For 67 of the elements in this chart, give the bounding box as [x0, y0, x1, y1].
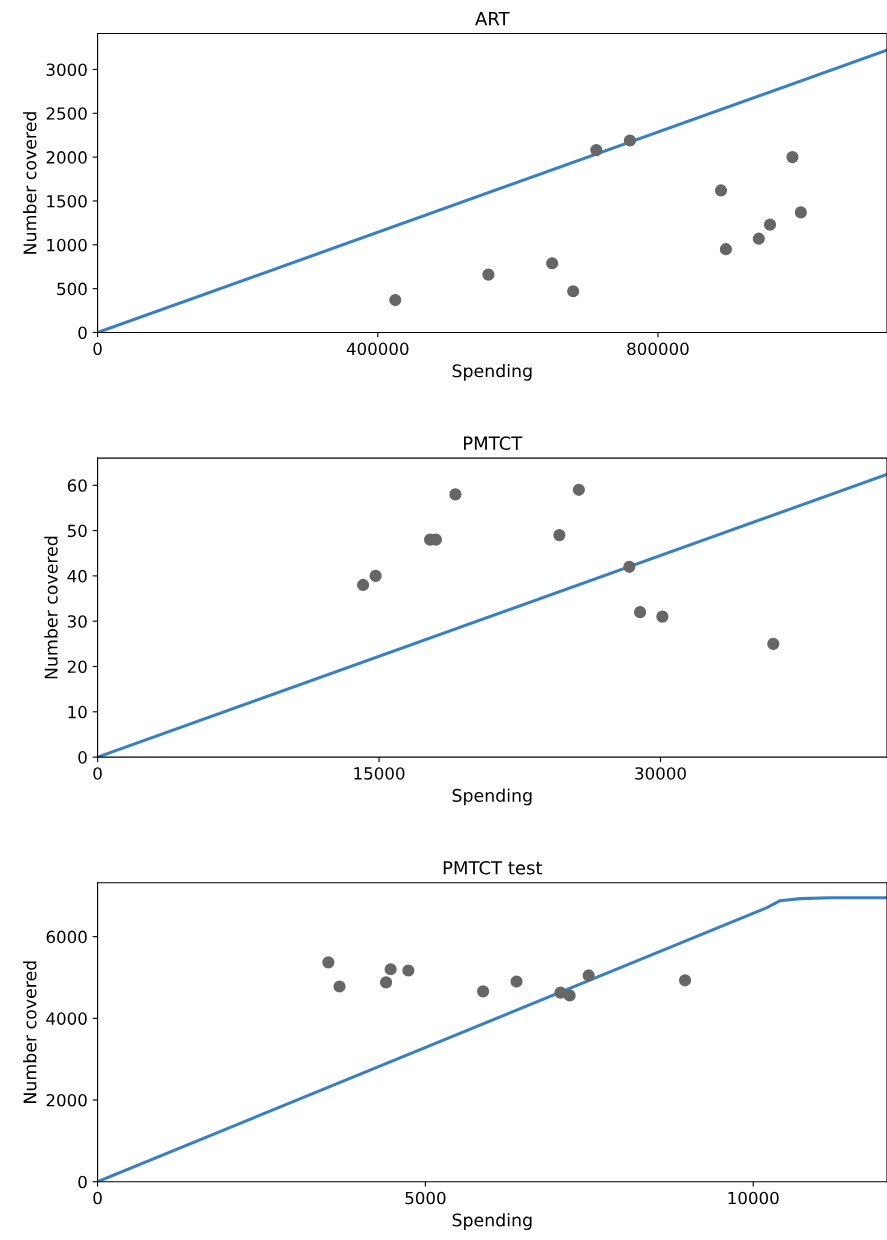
y-tick-label: 6000	[46, 930, 87, 944]
y-tick-label: 40	[67, 569, 87, 583]
point	[752, 232, 765, 245]
point	[623, 134, 637, 147]
point	[389, 293, 402, 307]
x-axis-title: Spending	[452, 1213, 532, 1230]
x-tick-label: 15000	[354, 767, 405, 780]
point	[546, 257, 559, 270]
y-tick-label: 10	[68, 705, 87, 719]
x-tick-label: 30000	[635, 767, 686, 780]
x-axis-title: Spending	[452, 363, 532, 381]
point	[786, 151, 799, 164]
x-tick-label: 0	[93, 1191, 102, 1205]
x-tick-label: 0	[93, 767, 102, 780]
point	[379, 976, 393, 989]
point	[719, 243, 732, 256]
x-tick-label: 0	[93, 342, 102, 356]
point	[553, 529, 566, 542]
point	[572, 483, 585, 496]
point	[678, 974, 692, 987]
point	[482, 268, 495, 281]
point	[714, 184, 728, 197]
y-tick-label: 4000	[46, 1012, 87, 1025]
point	[763, 218, 777, 231]
y-tick-label: 2000	[46, 1093, 87, 1107]
x-tick-label: 10000	[728, 1191, 779, 1205]
y-tick-label: 0	[78, 1175, 87, 1189]
point	[623, 560, 636, 573]
x-tick-label: 5000	[405, 1191, 446, 1205]
point	[633, 606, 647, 619]
chart-title: ART	[475, 11, 510, 26]
y-tick-label: 20	[67, 660, 87, 674]
point	[590, 144, 603, 157]
point	[402, 964, 415, 977]
y-axis-title: Number covered	[23, 112, 37, 254]
y-tick-label: 1500	[47, 194, 87, 208]
x-tick-label: 400000	[346, 342, 409, 356]
point	[563, 989, 576, 1002]
y-tick-label: 0	[78, 751, 87, 764]
point	[384, 963, 397, 976]
point	[369, 569, 382, 582]
y-tick-label: 2000	[46, 151, 87, 164]
point	[449, 488, 462, 501]
y-tick-label: 500	[57, 282, 87, 296]
point	[582, 969, 595, 982]
chart-title: PMTCT	[464, 436, 523, 451]
point	[656, 610, 669, 623]
y-tick-label: 2500	[46, 107, 87, 120]
y-tick-label: 0	[78, 326, 87, 340]
x-axis-title: Spending	[452, 788, 532, 806]
y-tick-label: 1000	[47, 238, 87, 252]
y-tick-label: 3000	[46, 63, 87, 76]
point	[767, 637, 780, 650]
point	[567, 285, 580, 298]
y-axis-title: Number covered	[23, 961, 37, 1103]
point	[510, 975, 523, 988]
point	[477, 985, 490, 998]
x-tick-label: 800000	[627, 342, 689, 356]
chart-title: PMTCT test	[443, 860, 543, 875]
y-tick-label: 30	[67, 615, 87, 628]
point	[794, 206, 807, 219]
y-tick-label: 50	[67, 524, 87, 538]
point	[333, 980, 346, 993]
y-tick-label: 60	[67, 479, 87, 492]
y-axis-title: Number covered	[44, 536, 58, 679]
point	[357, 578, 370, 592]
point	[322, 956, 335, 969]
